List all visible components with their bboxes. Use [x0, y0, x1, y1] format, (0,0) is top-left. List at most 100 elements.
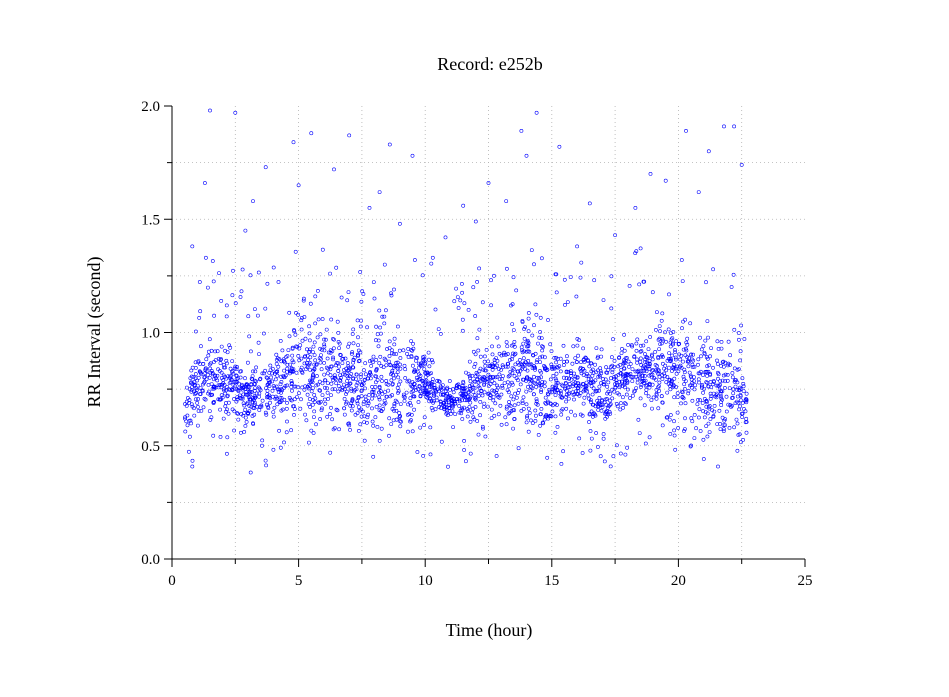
data-point — [377, 403, 382, 408]
data-point — [534, 401, 539, 406]
data-point — [579, 360, 583, 365]
data-point — [238, 369, 243, 374]
data-point — [647, 364, 652, 369]
data-point — [619, 379, 624, 384]
data-point — [429, 371, 434, 376]
data-point — [316, 382, 321, 387]
data-point — [267, 370, 272, 375]
data-point — [645, 360, 649, 365]
data-point — [606, 380, 611, 385]
data-point — [247, 389, 252, 394]
data-point — [623, 377, 628, 382]
data-point — [709, 346, 714, 351]
data-point — [287, 395, 292, 400]
data-point — [282, 385, 287, 390]
data-point — [568, 275, 573, 280]
data-point — [567, 391, 571, 396]
data-point — [635, 357, 639, 362]
data-point — [264, 402, 269, 407]
grid-lines — [172, 106, 805, 559]
data-point — [367, 359, 372, 364]
data-point — [656, 385, 661, 390]
data-point — [238, 430, 243, 435]
data-point — [243, 228, 248, 233]
data-point — [196, 409, 201, 413]
data-point — [521, 407, 526, 411]
data-point — [458, 298, 463, 303]
data-point — [226, 411, 231, 416]
data-point — [337, 427, 342, 432]
data-point — [514, 288, 519, 293]
data-point — [215, 373, 220, 378]
data-point — [564, 392, 569, 397]
data-point — [514, 395, 519, 400]
data-point — [548, 414, 553, 418]
data-point — [635, 337, 640, 342]
data-point — [225, 350, 230, 355]
data-point — [660, 377, 665, 381]
data-point — [692, 412, 697, 417]
data-point — [500, 365, 505, 370]
data-point — [347, 381, 352, 386]
data-point — [251, 369, 255, 374]
data-point — [528, 362, 532, 367]
data-point — [245, 392, 250, 397]
data-point — [680, 326, 684, 331]
data-point — [454, 384, 459, 389]
data-point — [472, 386, 477, 391]
data-point — [359, 318, 363, 323]
data-point — [516, 378, 520, 383]
data-point — [571, 344, 576, 349]
data-point — [645, 355, 650, 360]
data-point — [373, 393, 377, 398]
data-point — [395, 324, 400, 329]
data-point — [190, 464, 195, 469]
data-point — [553, 430, 558, 435]
data-point — [630, 379, 635, 384]
data-point — [638, 246, 643, 251]
data-point — [584, 356, 589, 361]
data-point — [294, 310, 298, 315]
data-point — [211, 433, 216, 438]
data-point — [316, 400, 321, 405]
data-point — [299, 315, 304, 320]
data-point — [265, 376, 270, 381]
data-point — [526, 384, 530, 389]
data-point — [319, 408, 324, 413]
data-point — [285, 362, 290, 367]
data-point — [692, 375, 696, 380]
data-point — [233, 301, 238, 306]
data-point — [409, 412, 414, 417]
data-point — [193, 372, 198, 376]
data-point — [252, 402, 257, 407]
data-point — [573, 374, 578, 379]
data-point — [384, 363, 389, 368]
data-point — [412, 369, 417, 374]
data-point — [303, 354, 308, 359]
data-point — [532, 323, 536, 328]
data-point — [643, 441, 648, 446]
data-point — [539, 370, 544, 375]
data-point — [687, 356, 692, 361]
data-point — [665, 375, 670, 379]
data-point — [664, 368, 669, 373]
data-point — [374, 367, 379, 372]
data-point — [589, 436, 594, 441]
data-point — [486, 372, 491, 377]
data-point — [328, 450, 333, 455]
data-point — [356, 348, 361, 353]
data-point — [382, 398, 387, 403]
data-point — [511, 426, 515, 431]
data-point — [667, 351, 672, 356]
data-point — [579, 371, 584, 376]
data-point — [648, 171, 653, 176]
data-point — [516, 446, 521, 451]
data-point — [356, 359, 361, 364]
data-point — [208, 361, 213, 366]
data-point — [504, 422, 509, 427]
data-point — [533, 302, 538, 307]
data-point — [203, 255, 208, 260]
data-point — [211, 377, 216, 382]
data-point — [542, 380, 547, 385]
data-point — [398, 379, 403, 384]
